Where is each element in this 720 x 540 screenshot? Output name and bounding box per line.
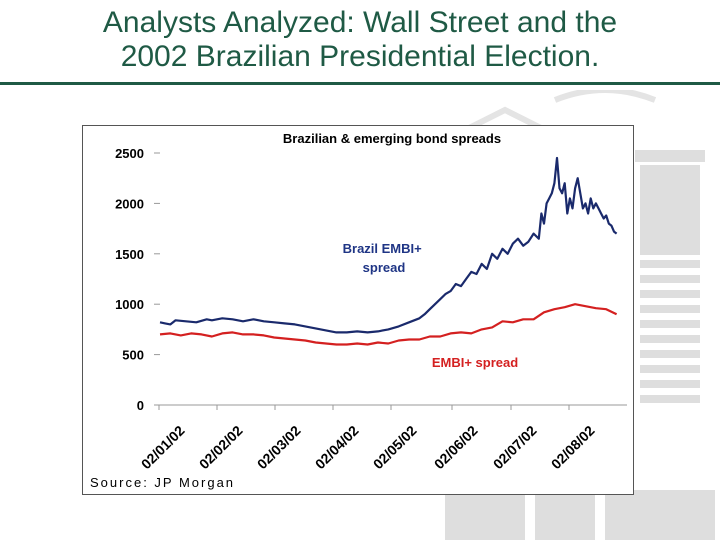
title-underline bbox=[0, 82, 720, 85]
y-tick-label: 2000 bbox=[115, 196, 144, 211]
x-tick-label: 02/05/02 bbox=[370, 422, 420, 472]
chart-source: Source: JP Morgan bbox=[90, 475, 236, 490]
y-tick-label: 500 bbox=[122, 348, 144, 363]
y-tick-label: 2500 bbox=[115, 146, 144, 161]
x-axis: 02/01/02 02/02/02 02/03/02 02/04/02 02/05/02… bbox=[138, 405, 598, 472]
chart-frame bbox=[82, 125, 634, 495]
y-tick-label: 1000 bbox=[115, 297, 144, 312]
x-tick-label: 02/02/02 bbox=[196, 422, 246, 472]
series-label-brazil-line-1: Brazil EMBI+ bbox=[343, 241, 423, 256]
x-tick-label: 02/04/02 bbox=[312, 422, 362, 472]
chart-title: Brazilian & emerging bond spreads bbox=[283, 131, 501, 146]
x-tick-label: 02/06/02 bbox=[431, 422, 481, 472]
slide-title: Analysts Analyzed: Wall Street and the 2… bbox=[0, 6, 720, 74]
slide-title-line-2: 2002 Brazilian Presidential Election. bbox=[120, 40, 600, 73]
series-label-embi: EMBI+ spread bbox=[432, 355, 518, 370]
x-tick-label: 02/07/02 bbox=[490, 422, 540, 472]
series-label-brazil-line-2: spread bbox=[363, 260, 406, 275]
y-axis: 0 500 1000 1500 2000 2500 bbox=[115, 146, 160, 413]
series-layer bbox=[159, 156, 618, 346]
bond-spread-chart: Brazilian & emerging bond spreads 0 500 10… bbox=[115, 131, 627, 472]
slide-title-line-1: Analysts Analyzed: Wall Street and the bbox=[102, 6, 618, 39]
series-line-brazil-embi bbox=[159, 156, 618, 334]
series-label-brazil: Brazil EMBI+ spread bbox=[343, 241, 426, 275]
x-tick-label: 02/08/02 bbox=[548, 422, 598, 472]
y-tick-label: 1500 bbox=[115, 247, 144, 262]
x-tick-label: 02/01/02 bbox=[138, 422, 188, 472]
x-tick-label: 02/03/02 bbox=[254, 422, 304, 472]
series-line-embi bbox=[159, 303, 618, 346]
y-tick-label: 0 bbox=[137, 398, 144, 413]
